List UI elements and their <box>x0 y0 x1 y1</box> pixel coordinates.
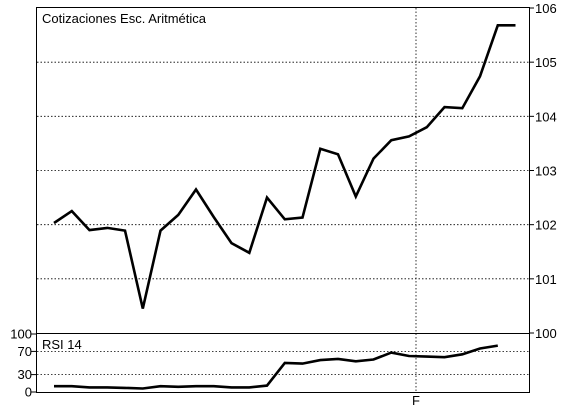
rsi-series <box>54 344 499 390</box>
price-series <box>53 23 516 309</box>
price-tick-label: 102 <box>535 218 557 233</box>
rsi-panel-frame <box>36 333 530 393</box>
price-gridlines <box>37 61 529 280</box>
rsi-tick-label: 70 <box>18 344 32 359</box>
price-panel-title: Cotizaciones Esc. Aritmética <box>42 11 207 26</box>
rsi-tick-label: 100 <box>10 327 32 342</box>
rsi-y-axis: 0 30 70 100 <box>10 327 36 400</box>
x-marker-label: F <box>412 393 420 407</box>
price-tick-label: 105 <box>535 55 557 70</box>
rsi-panel: RSI 14 0 30 70 100 <box>10 327 530 400</box>
price-panel: Cotizaciones Esc. Aritmética 10010110210… <box>36 1 557 341</box>
price-tick-label: 100 <box>535 326 557 341</box>
rsi-tick-label: 0 <box>25 385 32 400</box>
price-tick-label: 103 <box>535 164 557 179</box>
rsi-tick-label: 30 <box>18 367 32 382</box>
rsi-line <box>54 344 499 390</box>
price-tick-label: 101 <box>535 272 557 287</box>
price-y-axis: 100 101 102 103 104 105 106 <box>529 1 557 341</box>
price-tick-label: 106 <box>535 1 557 16</box>
price-tick-label: 104 <box>535 109 557 124</box>
price-line <box>53 23 516 309</box>
rsi-gridlines <box>37 350 529 376</box>
rsi-panel-title: RSI 14 <box>42 337 82 352</box>
